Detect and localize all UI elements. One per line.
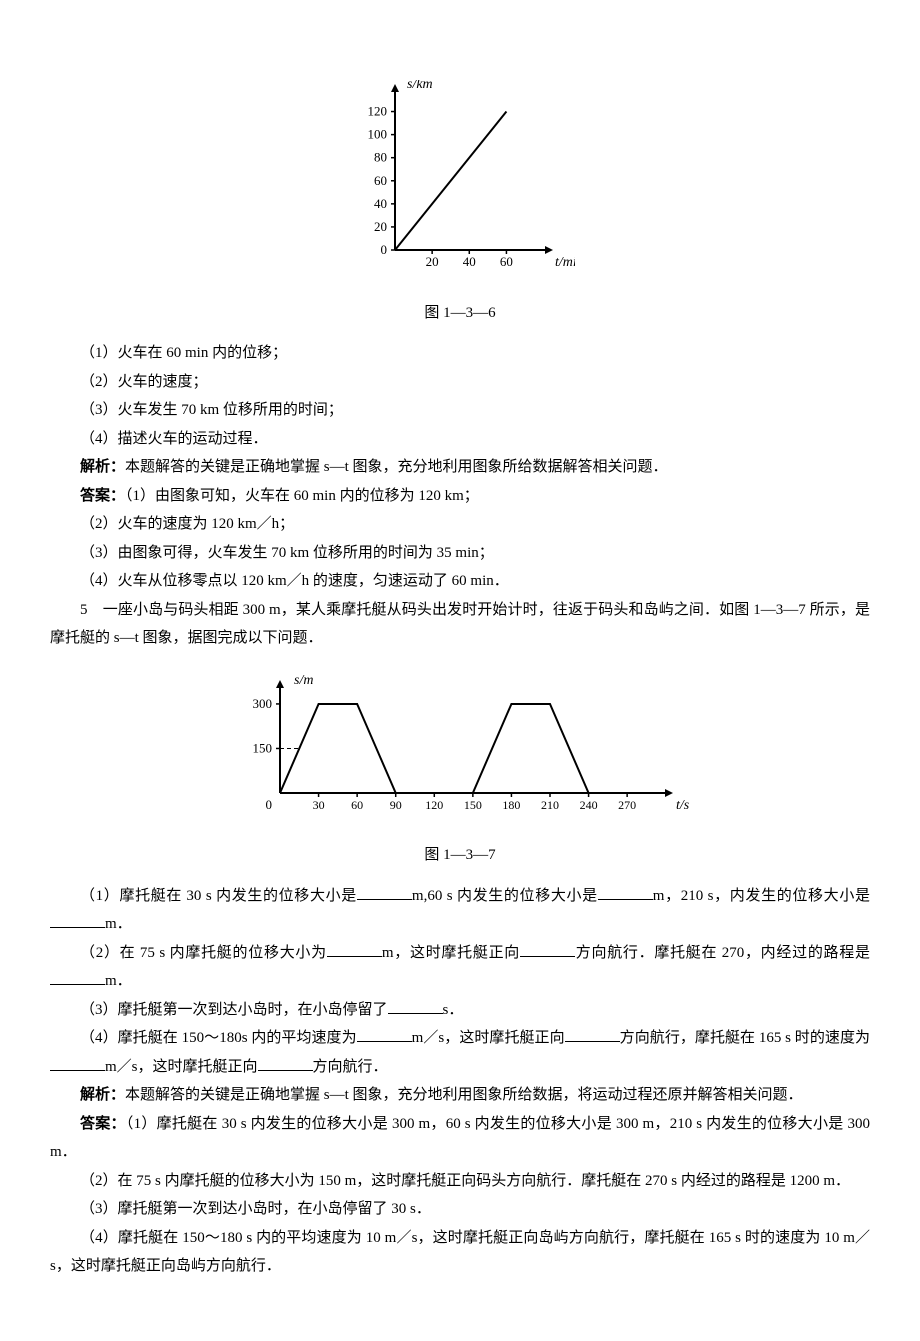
blank <box>258 1055 313 1071</box>
p5-q2: （2）在 75 s 内摩托艇的位移大小为 m，这时摩托艇正向 方向航行．摩托艇在 2… <box>50 939 870 996</box>
svg-text:60: 60 <box>351 798 363 812</box>
svg-text:0: 0 <box>266 797 273 812</box>
q3-part-b: s． <box>443 1002 464 1018</box>
p5-analysis: 解析：本题解答的关键是正确地掌握 s—t 图象，充分地利用图象所给数据，将运动过… <box>50 1081 870 1110</box>
analysis-text: 本题解答的关键是正确地掌握 s—t 图象，充分地利用图象所给数据，将运动过程还原… <box>125 1087 803 1103</box>
svg-text:60: 60 <box>500 254 513 269</box>
q1-part-a: （1）摩托艇在 30 s 内发生的位移大小是 <box>80 888 357 904</box>
svg-text:210: 210 <box>541 798 559 812</box>
p4-q3: （3）火车发生 70 km 位移所用的时间； <box>50 396 870 425</box>
q4-part-e: 方向航行． <box>313 1059 388 1075</box>
blank <box>50 1055 105 1071</box>
p5-a3: （3）摩托艇第一次到达小岛时，在小岛停留了 30 s． <box>50 1195 870 1224</box>
analysis-label: 解析： <box>80 459 125 475</box>
p5-q1: （1）摩托艇在 30 s 内发生的位移大小是 m,60 s 内发生的位移大小是 m，… <box>50 882 870 939</box>
svg-text:t/min: t/min <box>555 255 575 270</box>
q2-part-d: m． <box>105 973 132 989</box>
svg-text:s/km: s/km <box>407 80 433 92</box>
svg-text:s/m: s/m <box>294 673 313 688</box>
q1-part-d: m． <box>105 916 132 932</box>
q1-part-b: m,60 s 内发生的位移大小是 <box>412 888 598 904</box>
svg-text:100: 100 <box>368 127 388 142</box>
svg-text:20: 20 <box>426 254 439 269</box>
chart-2: 150 300 30 60 90 120 150 180 210 240 270 0 s/m t/s <box>50 673 870 834</box>
q1-part-c: m，210 s，内发生的位移大小是 <box>653 888 870 904</box>
p5-intro: 5 一座小岛与码头相距 300 m，某人乘摩托艇从码头出发时开始计时，往返于码头… <box>50 596 870 653</box>
svg-text:30: 30 <box>313 798 325 812</box>
p4-analysis: 解析：本题解答的关键是正确地掌握 s—t 图象，充分地利用图象所给数据解答相关问… <box>50 453 870 482</box>
blank <box>50 912 105 928</box>
p5-a1: 答案：（1）摩托艇在 30 s 内发生的位移大小是 300 m，60 s 内发生… <box>50 1110 870 1167</box>
svg-text:60: 60 <box>374 173 387 188</box>
p5-q3: （3）摩托艇第一次到达小岛时，在小岛停留了 s． <box>50 996 870 1025</box>
blank <box>598 884 653 900</box>
blank <box>50 969 105 985</box>
q4-part-d: m／s，这时摩托艇正向 <box>105 1059 258 1075</box>
svg-text:150: 150 <box>253 740 273 755</box>
blank <box>357 1026 412 1042</box>
p5-a4: （4）摩托艇在 150～180 s 内的平均速度为 10 m／s，这时摩托艇正向… <box>50 1224 870 1281</box>
svg-text:300: 300 <box>253 695 273 710</box>
chart-1: 20 40 60 80 100 120 0 20 40 60 s/km t/min <box>50 80 870 291</box>
p5-q4: （4）摩托艇在 150～180s 内的平均速度为 m／s，这时摩托艇正向 方向航行，… <box>50 1024 870 1081</box>
blank <box>565 1026 620 1042</box>
blank <box>388 998 443 1014</box>
svg-text:90: 90 <box>390 798 402 812</box>
svg-text:40: 40 <box>374 196 387 211</box>
q2-part-b: m，这时摩托艇正向 <box>382 945 520 961</box>
answer-label: 答案： <box>80 488 125 504</box>
p4-a1: 答案：（1）由图象可知，火车在 60 min 内的位移为 120 km； <box>50 482 870 511</box>
svg-text:40: 40 <box>463 254 476 269</box>
blank <box>357 884 412 900</box>
p4-q1: （1）火车在 60 min 内的位移； <box>50 339 870 368</box>
p4-a2: （2）火车的速度为 120 km／h； <box>50 510 870 539</box>
p4-q2: （2）火车的速度； <box>50 368 870 397</box>
svg-text:0: 0 <box>381 242 388 257</box>
analysis-text: 本题解答的关键是正确地掌握 s—t 图象，充分地利用图象所给数据解答相关问题． <box>125 459 668 475</box>
svg-text:120: 120 <box>425 798 443 812</box>
chart-2-caption: 图 1—3—7 <box>50 841 870 870</box>
chart-2-svg: 150 300 30 60 90 120 150 180 210 240 270 0 s/m t/s <box>225 673 695 823</box>
a1-text: （1）摩托艇在 30 s 内发生的位移大小是 300 m，60 s 内发生的位移… <box>50 1116 870 1161</box>
q2-part-c: 方向航行．摩托艇在 270，内经过的路程是 <box>575 945 870 961</box>
svg-text:80: 80 <box>374 150 387 165</box>
analysis-label: 解析： <box>80 1087 125 1103</box>
chart-1-svg: 20 40 60 80 100 120 0 20 40 60 s/km t/min <box>345 80 575 280</box>
p4-a4: （4）火车从位移零点以 120 km／h 的速度，匀速运动了 60 min． <box>50 567 870 596</box>
blank <box>520 941 575 957</box>
q4-part-a: （4）摩托艇在 150～180s 内的平均速度为 <box>80 1030 357 1046</box>
q4-part-c: 方向航行，摩托艇在 165 s 时的速度为 <box>620 1030 870 1046</box>
p5-a2: （2）在 75 s 内摩托艇的位移大小为 150 m，这时摩托艇正向码头方向航行… <box>50 1167 870 1196</box>
q2-part-a: （2）在 75 s 内摩托艇的位移大小为 <box>80 945 327 961</box>
svg-text:20: 20 <box>374 219 387 234</box>
q3-part-a: （3）摩托艇第一次到达小岛时，在小岛停留了 <box>80 1002 388 1018</box>
p4-q4: （4）描述火车的运动过程． <box>50 425 870 454</box>
svg-text:t/s: t/s <box>676 798 690 813</box>
q4-part-b: m／s，这时摩托艇正向 <box>412 1030 565 1046</box>
chart-1-caption: 图 1—3—6 <box>50 299 870 328</box>
answer-label: 答案： <box>80 1116 126 1132</box>
a1-text: （1）由图象可知，火车在 60 min 内的位移为 120 km； <box>125 488 479 504</box>
blank <box>327 941 382 957</box>
svg-text:270: 270 <box>618 798 636 812</box>
svg-text:180: 180 <box>502 798 520 812</box>
svg-text:120: 120 <box>368 104 388 119</box>
p4-a3: （3）由图象可得，火车发生 70 km 位移所用的时间为 35 min； <box>50 539 870 568</box>
svg-text:240: 240 <box>580 798 598 812</box>
svg-text:150: 150 <box>464 798 482 812</box>
